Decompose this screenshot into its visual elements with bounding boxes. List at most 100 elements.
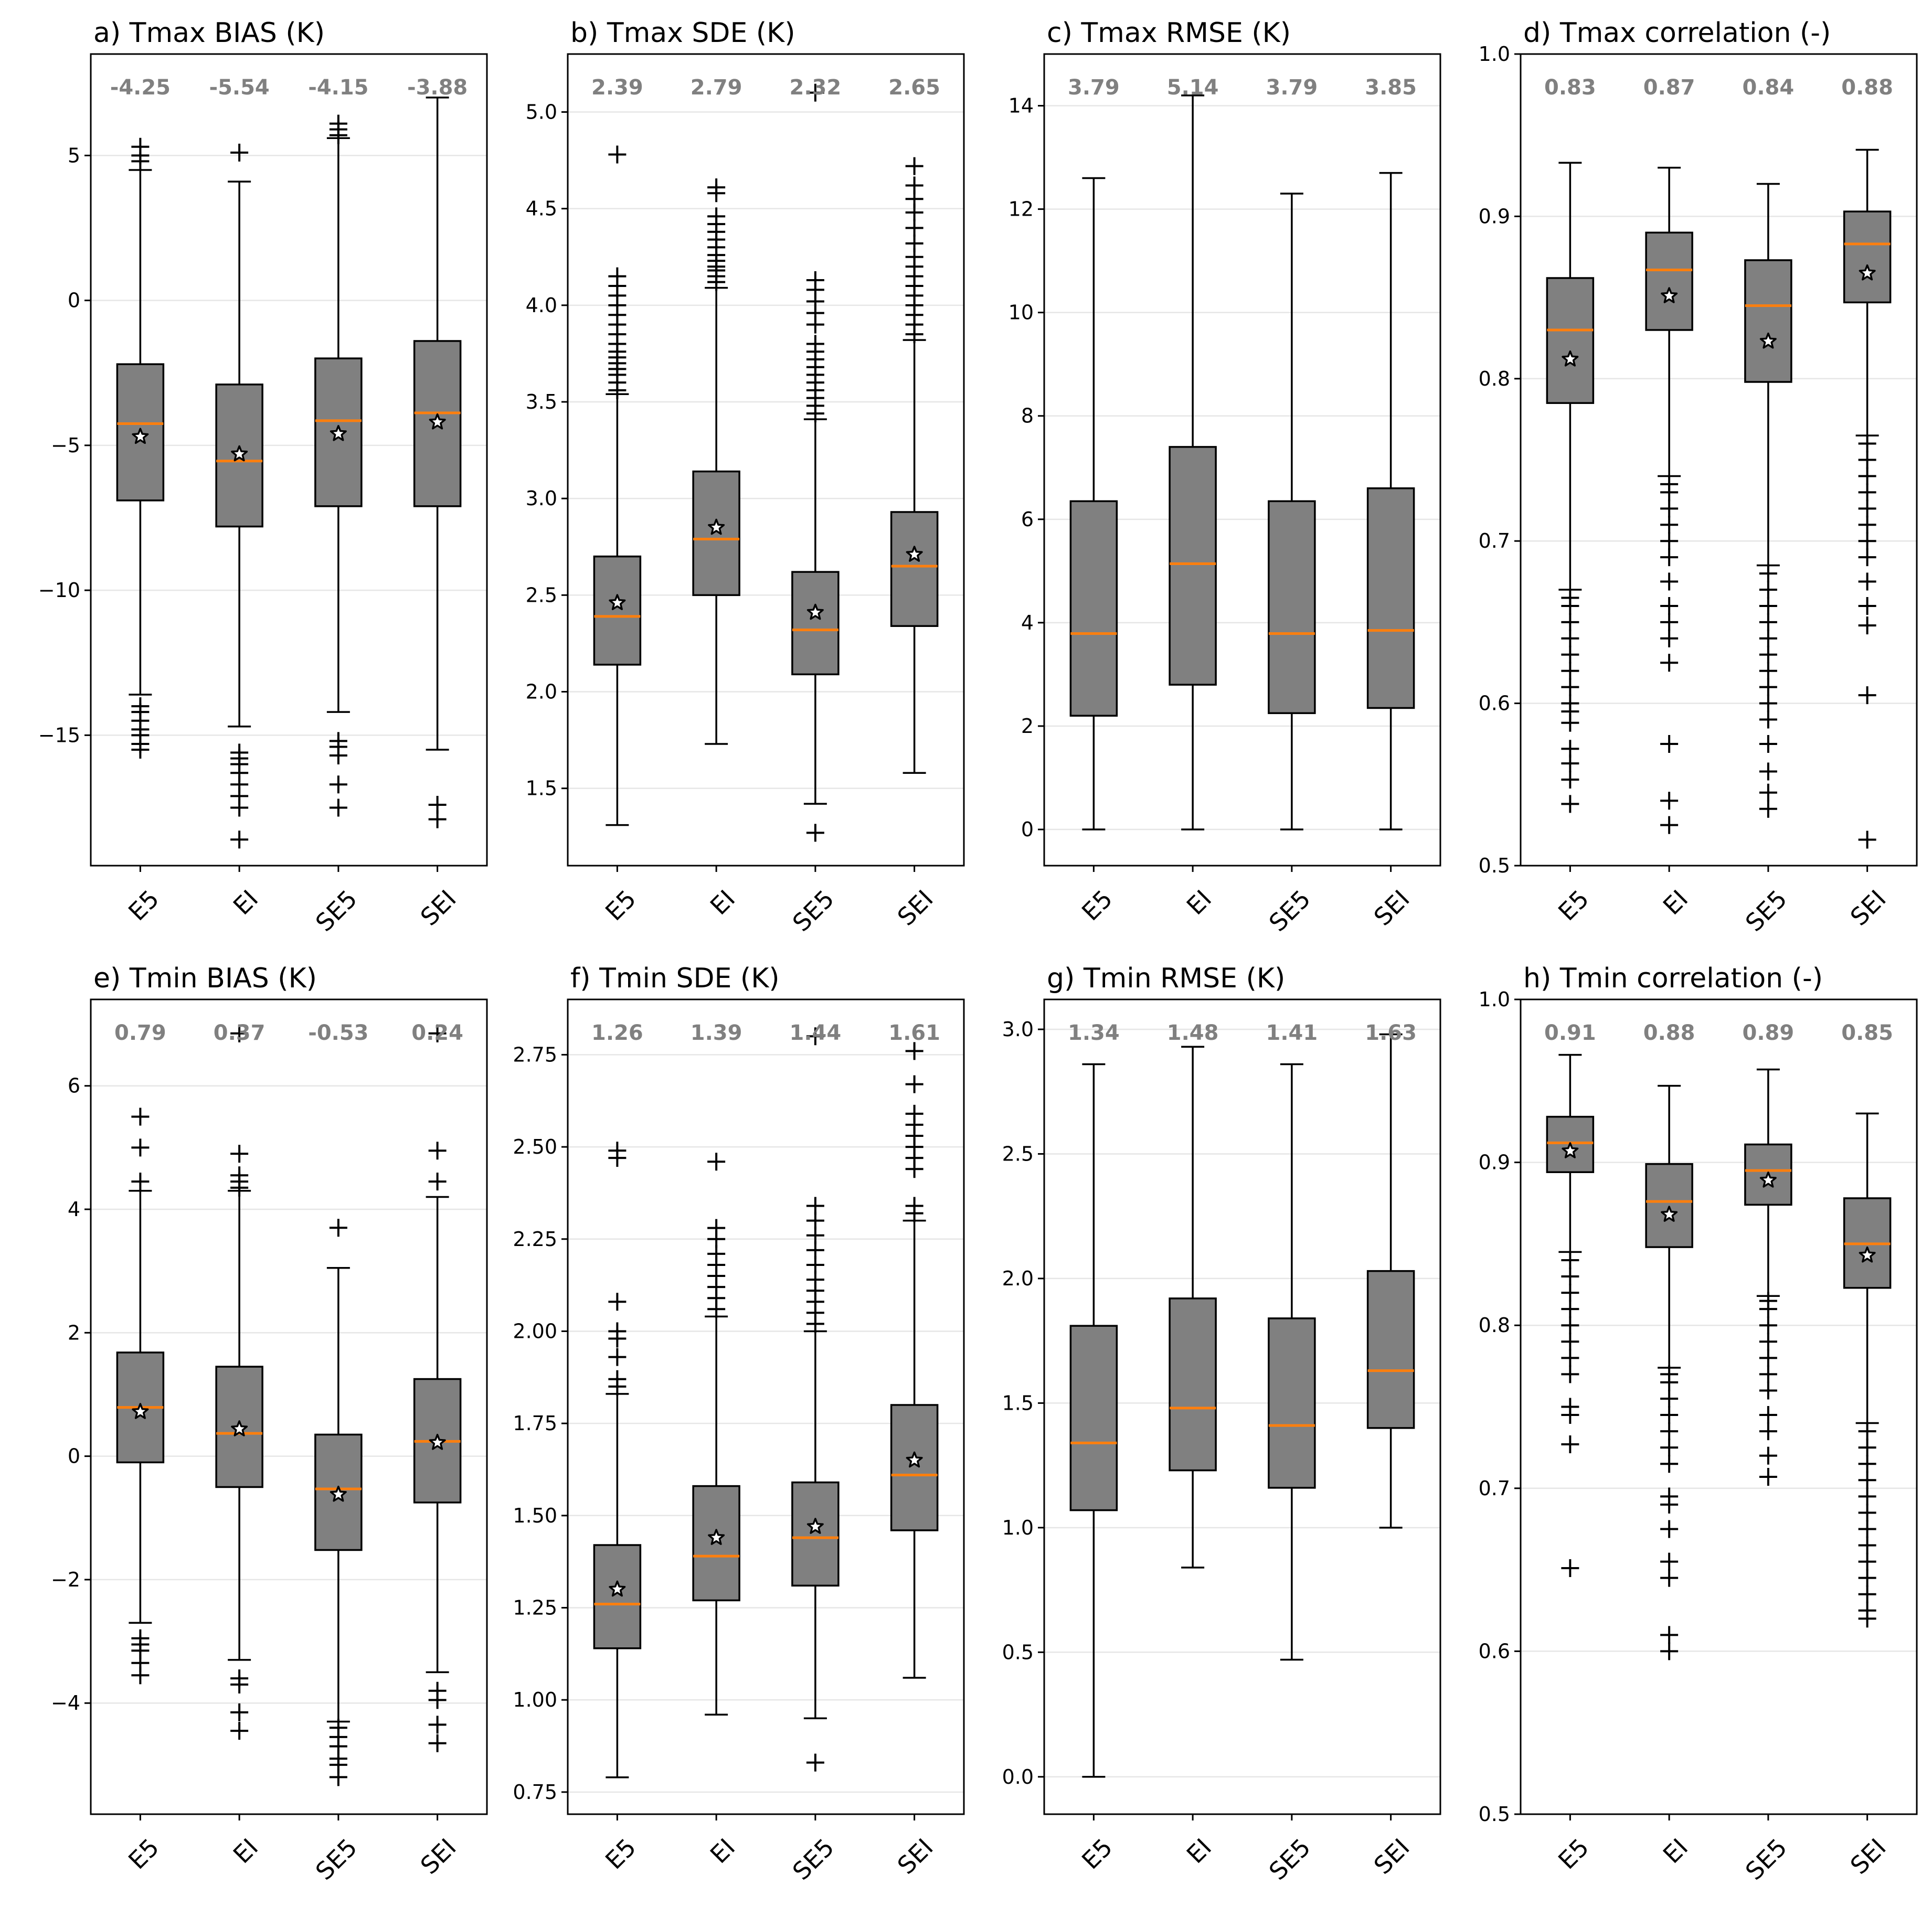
panel-g: 1.34 E5 1.48 EI 1.41 SE5 1.63 SEI 0.0 0.5 1.0 1.5 2.… [1002, 963, 1441, 1886]
iqr-box [1645, 231, 1693, 331]
median-value-label: 0.88 [1643, 1021, 1695, 1045]
flier [608, 1293, 627, 1311]
flier [707, 1153, 726, 1171]
flier [1660, 734, 1679, 753]
x-tick-label: E5 [1076, 885, 1118, 926]
mean-marker [609, 594, 626, 610]
y-tick-label: 4 [1021, 611, 1034, 634]
box-ei [1645, 1084, 1693, 1660]
box-ei [1645, 166, 1693, 834]
x-tick-label: EI [705, 885, 740, 920]
flier [230, 143, 249, 162]
flier [1759, 1446, 1777, 1465]
flier [1858, 1422, 1876, 1441]
iqr-box [1744, 259, 1792, 383]
y-tick-label: 0.7 [1479, 529, 1510, 552]
flier [1660, 1406, 1679, 1424]
iqr-box [1843, 210, 1892, 304]
x-tick-label: EI [1181, 1833, 1217, 1869]
iqr-box [413, 340, 462, 507]
plot-frame [1520, 998, 1918, 1815]
mean-marker [231, 445, 248, 462]
flier [1561, 589, 1579, 607]
median-value-label: 1.41 [1266, 1021, 1318, 1045]
y-tick-label: 3.5 [526, 390, 557, 413]
flier [608, 1142, 627, 1160]
flier [608, 1370, 627, 1388]
flier [1561, 613, 1579, 631]
flier [329, 747, 347, 765]
y-tick-label: 1.25 [513, 1596, 557, 1619]
median-value-label: 2.79 [691, 76, 742, 100]
panel-h: 0.91 E5 0.88 EI 0.89 SE5 0.85 SEI 0.5 0.6 0.7 0.8 0.… [1479, 963, 1918, 1886]
flier [1759, 1349, 1777, 1367]
panel-title: h) Tmin correlation (-) [1523, 963, 1823, 994]
flier [905, 176, 923, 195]
flier [1561, 645, 1579, 664]
mean-marker [906, 546, 923, 562]
flier [1759, 662, 1777, 680]
flier [131, 741, 150, 759]
y-tick-label: 0.5 [1002, 1641, 1034, 1664]
flier [1759, 597, 1777, 615]
x-tick-label: E5 [600, 885, 641, 926]
y-tick-label: −2 [51, 1568, 80, 1591]
y-tick-label: 0 [68, 289, 80, 312]
y-tick-label: 0.75 [513, 1781, 557, 1804]
median-value-label: -0.53 [308, 1021, 368, 1045]
panel-c: 3.79 E5 5.14 EI 3.79 SE5 3.85 SEI 0 2 4 6 8 10 12 14 c) … [1009, 17, 1441, 937]
box-ei [1169, 1046, 1217, 1569]
median-value-label: 0.37 [214, 1021, 266, 1045]
flier [1660, 1389, 1679, 1408]
box-e5 [116, 1108, 165, 1685]
flier [1759, 1422, 1777, 1441]
flier [806, 1027, 824, 1046]
mean-marker [708, 518, 725, 535]
flier [131, 137, 150, 156]
y-tick-label: 0.9 [1479, 205, 1510, 228]
flier [1561, 1365, 1579, 1383]
flier [1759, 694, 1777, 712]
y-tick-label: 0.6 [1479, 692, 1510, 715]
iqr-box [1366, 487, 1415, 709]
iqr-box [1366, 1270, 1415, 1429]
x-tick-label: SEI [1368, 885, 1415, 931]
mean-marker [1859, 1246, 1876, 1263]
mean-marker [1661, 287, 1678, 303]
flier [608, 267, 627, 285]
flier [1759, 1333, 1777, 1351]
flier [230, 1145, 249, 1163]
flier [1759, 613, 1777, 631]
median-value-label: 1.61 [888, 1021, 940, 1045]
median-value-label: -5.54 [209, 76, 269, 100]
y-tick-label: 1.00 [513, 1688, 557, 1711]
y-tick-label: 1.5 [1002, 1391, 1034, 1414]
x-tick-label: SE5 [1264, 885, 1316, 937]
y-tick-label: 0 [1021, 818, 1034, 841]
flier [1858, 1536, 1876, 1554]
flier [329, 798, 347, 817]
x-tick-label: EI [228, 1833, 263, 1869]
box-se5 [1268, 1063, 1316, 1661]
box-se5 [791, 1027, 840, 1772]
x-tick-label: SEI [892, 885, 939, 931]
flier [1858, 532, 1876, 550]
box-se5 [1268, 193, 1316, 830]
median-value-label: 0.87 [1643, 76, 1695, 100]
box-e5 [116, 137, 165, 759]
y-tick-label: 3.0 [1002, 1018, 1034, 1041]
iqr-box [1546, 277, 1595, 404]
flier [1561, 740, 1579, 758]
flier [905, 234, 923, 252]
flier [1858, 1552, 1876, 1571]
y-tick-label: 2.00 [513, 1319, 557, 1343]
box-e5 [1546, 162, 1595, 813]
flier [1660, 629, 1679, 647]
y-tick-label: 2.0 [1002, 1267, 1034, 1290]
iqr-box [1069, 1325, 1118, 1511]
flier [1660, 1520, 1679, 1538]
flier [707, 1219, 726, 1237]
flier [428, 1024, 447, 1042]
flier [1561, 795, 1579, 813]
y-tick-label: 8 [1021, 404, 1034, 428]
